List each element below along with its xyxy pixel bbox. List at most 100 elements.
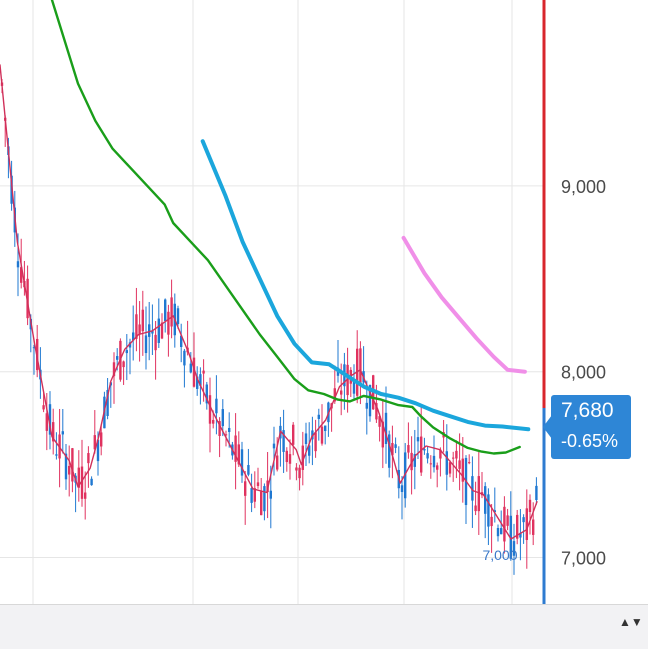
candle-body [352,379,356,394]
candle-body [199,374,202,386]
candle-body [100,432,103,447]
candle-body [180,335,183,347]
candle-body [458,460,461,469]
candle-body [413,454,416,467]
last-price-badge: 7,680 -0.65% [551,395,631,459]
candle-body [167,311,170,335]
y-tick-label: 7,000 [561,549,606,569]
last-price: 7,680 [561,399,614,422]
candle-body [77,467,80,488]
candle-body [468,462,471,464]
candle-body [519,532,522,538]
candle-body [256,482,260,486]
candle-body [112,362,116,377]
candle-body [314,432,317,452]
candle-body [224,434,228,436]
candle-body [96,439,100,462]
candle-body [378,416,381,427]
candle-body [285,450,288,463]
moving-average-line [50,0,521,455]
candle-body [506,515,509,526]
candle-body [240,449,244,476]
candle-body [525,508,528,540]
axis-toggle-icon[interactable]: ▲▼ [619,615,643,629]
candle-body [384,412,388,445]
candle-body [20,267,23,283]
candle-body [503,506,506,542]
candle-body [368,385,372,417]
candle-body [192,357,196,387]
candle-body [375,403,378,420]
candle-body [416,437,420,442]
candle-body [106,390,109,416]
moving-average-line [401,235,527,374]
candle-body [218,421,221,436]
candle-body [176,308,180,325]
candle-body [423,449,426,451]
candle-body [87,453,90,464]
candle-body [407,445,410,453]
candle-body [93,435,96,450]
candle-body [474,505,477,512]
candle-body [45,413,48,431]
candle-body [320,426,324,444]
candle-body [157,318,160,343]
candle-body [365,402,368,409]
candle-body [487,494,490,527]
candle-body [532,519,535,535]
candle-body [250,488,253,503]
low-annotation: 7,000 [482,547,517,563]
candle-body [71,448,74,482]
chart-grid [0,0,544,604]
candle-body [48,404,52,435]
candle-body [436,465,439,470]
candle-body [141,309,144,332]
price-pointer-icon [543,415,552,439]
candle-body [512,541,516,556]
candle-body [61,431,64,435]
candle-body [333,388,336,402]
candle-body [445,451,448,475]
candle-body [160,322,164,339]
candle-body [122,361,125,368]
candle-body [208,395,212,424]
price-change: -0.65% [561,431,619,451]
candle-body [234,435,237,462]
candle-body [183,350,186,366]
candle-body [116,356,119,360]
candle-body [128,342,132,348]
y-tick-label: 8,000 [561,363,606,383]
candle-body [493,510,496,513]
candle-body [247,465,250,475]
y-tick-label: 9,000 [561,177,606,197]
candle-body [439,449,442,459]
candle-body [196,376,199,389]
candle-body [528,499,532,513]
candle-body [244,481,247,496]
candle-body [253,488,256,502]
candle-body [16,261,20,268]
candle-body [237,444,240,465]
candle-body [381,421,384,448]
candle-body [263,486,266,512]
candle-body [52,422,55,442]
y-axis-ticks: 9,000 8,000 7,000 [561,177,606,569]
candle-body [228,427,231,432]
candle-body [221,409,224,427]
candle-body [164,299,167,321]
candle-body [215,398,218,414]
candle-body [135,314,138,339]
candle-body [272,443,276,449]
candle-body [490,516,493,527]
candle-body [471,476,474,501]
candle-body [388,434,391,468]
candle-body [170,297,173,327]
candle-body [269,490,272,499]
candle-body [282,430,285,452]
candle-body [391,442,394,456]
candle-body [477,476,480,512]
candle-body [522,517,525,523]
candle-body [324,425,327,432]
candle-body [304,433,308,445]
